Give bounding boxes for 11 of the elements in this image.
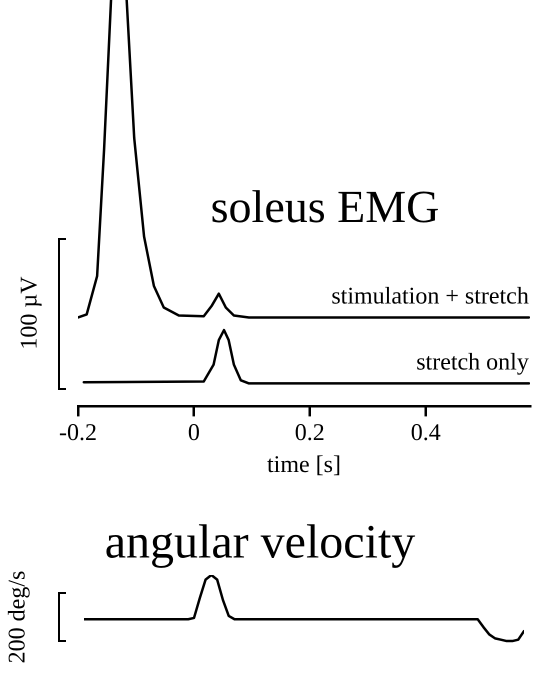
chart-title: angular velocity: [104, 516, 416, 569]
series-label: stretch only: [416, 350, 529, 376]
x-tick-label: 0: [188, 420, 200, 446]
x-tick-label: 0.4: [410, 420, 441, 446]
series-label: stimulation + stretch: [331, 284, 529, 310]
x-tick-label: -0.2: [59, 420, 97, 446]
y-axis-title: 200 deg/s: [4, 570, 32, 664]
x-tick-label: 0.2: [294, 420, 325, 446]
x-axis-title: time [s]: [267, 452, 341, 478]
y-axis-title: 100 µV: [16, 276, 44, 350]
text: soleus EMG: [210, 181, 440, 232]
